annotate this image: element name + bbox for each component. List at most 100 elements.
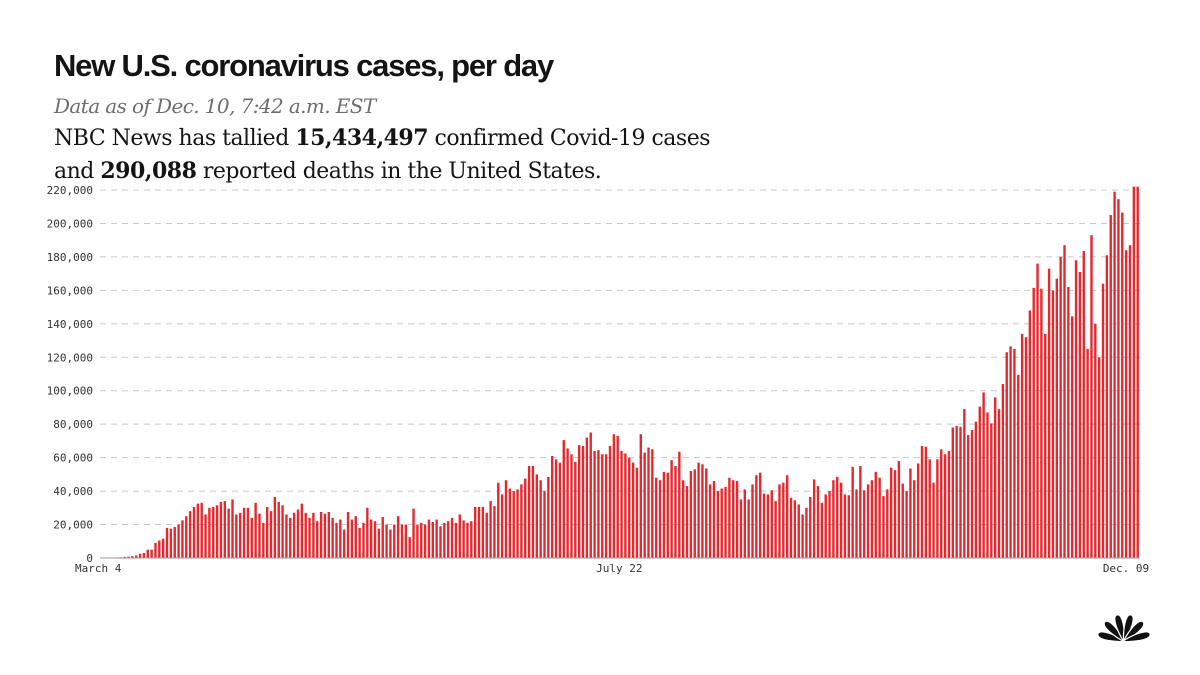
bar	[1032, 287, 1035, 558]
bar	[1132, 186, 1136, 558]
bar	[358, 527, 361, 558]
bar	[250, 517, 253, 558]
bar	[785, 475, 789, 558]
bar	[940, 449, 943, 558]
bar	[1097, 357, 1101, 558]
bar	[269, 511, 273, 558]
peacock-feathers	[1097, 614, 1151, 643]
bar	[1044, 333, 1047, 558]
bar	[212, 506, 215, 558]
bar	[728, 477, 731, 558]
bar	[878, 477, 881, 558]
bar	[739, 499, 743, 558]
bar	[138, 553, 142, 558]
bar	[735, 481, 739, 558]
bar	[1028, 310, 1032, 558]
bar	[393, 524, 396, 558]
bar	[982, 392, 985, 558]
bar	[200, 502, 203, 558]
bar	[751, 484, 754, 558]
bar	[1067, 287, 1070, 558]
bar	[319, 512, 323, 558]
bar	[1086, 348, 1089, 558]
bar	[520, 484, 523, 558]
bar	[316, 521, 319, 558]
y-tick-label: 20,000	[53, 519, 93, 532]
bar	[809, 496, 812, 558]
bar	[231, 499, 234, 558]
bar	[1009, 346, 1012, 558]
bar	[1128, 245, 1132, 558]
bar	[639, 434, 642, 558]
bar	[423, 524, 427, 558]
bar	[1059, 256, 1062, 558]
bar	[454, 522, 458, 558]
bar	[566, 448, 569, 558]
bar	[485, 512, 488, 558]
bar	[227, 508, 230, 558]
x-tick-label: July 22	[596, 562, 642, 575]
bar	[331, 517, 334, 558]
bar	[177, 524, 180, 558]
bar	[135, 555, 138, 558]
bar	[828, 491, 831, 558]
bar	[624, 453, 627, 558]
bar	[762, 493, 766, 558]
bar	[1136, 186, 1139, 558]
bar	[219, 501, 223, 558]
y-tick-label: 140,000	[47, 318, 93, 331]
bar	[562, 440, 565, 558]
y-tick-label: 40,000	[53, 485, 93, 498]
bar	[658, 480, 662, 558]
bar	[235, 514, 238, 558]
peacock-feather	[1123, 631, 1151, 643]
bar	[400, 524, 404, 558]
bar	[855, 489, 858, 558]
bar	[978, 406, 981, 558]
bar	[593, 450, 596, 558]
bar	[481, 506, 485, 558]
bar	[1109, 215, 1112, 558]
bar	[265, 506, 269, 558]
bar	[558, 462, 562, 558]
bar	[169, 528, 173, 558]
bar	[947, 450, 951, 558]
bar	[246, 507, 250, 558]
bar	[1074, 260, 1078, 558]
bar	[1017, 374, 1020, 558]
bar	[1071, 316, 1074, 558]
bar	[1001, 384, 1005, 558]
bar	[381, 517, 384, 558]
bar	[770, 490, 773, 558]
bar	[604, 454, 608, 558]
bar	[462, 520, 465, 558]
bar	[943, 454, 947, 558]
bar	[886, 489, 889, 558]
bar	[1117, 199, 1120, 558]
bar	[859, 466, 862, 558]
bar	[335, 522, 338, 558]
bar	[866, 484, 870, 558]
bar	[936, 459, 939, 558]
bar	[412, 508, 415, 558]
bar	[524, 478, 527, 558]
bar	[670, 460, 673, 558]
bar	[724, 486, 727, 558]
bar	[165, 527, 169, 558]
bar	[897, 460, 901, 558]
bar	[597, 450, 600, 558]
bar	[959, 426, 962, 558]
bar	[963, 409, 966, 558]
bar	[435, 519, 438, 558]
summary-prefix-2: and	[54, 159, 101, 184]
bar	[570, 454, 573, 558]
bar	[158, 540, 161, 558]
bar	[470, 521, 473, 558]
y-tick-label: 180,000	[47, 251, 93, 264]
bar	[1101, 283, 1105, 558]
bar	[716, 491, 720, 558]
bar	[1047, 268, 1051, 558]
bar	[651, 449, 654, 558]
bar	[339, 519, 342, 558]
y-axis-ticks: 0 20,000 40,000 60,000 80,000 100,000 120,000 1…	[47, 184, 93, 565]
